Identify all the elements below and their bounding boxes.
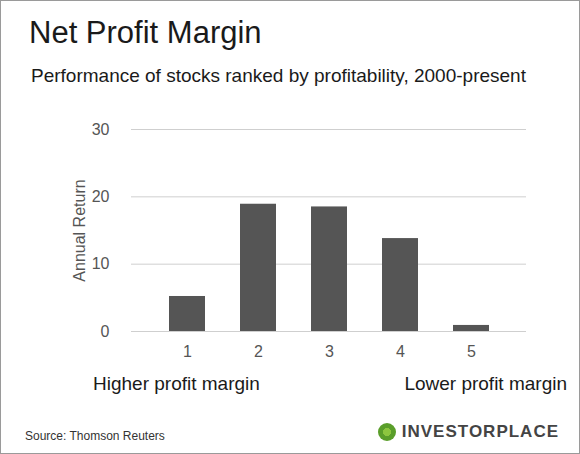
svg-text:10: 10 (92, 255, 110, 272)
svg-text:0: 0 (101, 323, 110, 340)
svg-text:30: 30 (92, 121, 110, 138)
svg-text:20: 20 (92, 188, 110, 205)
svg-text:5: 5 (467, 343, 476, 360)
svg-text:Annual Return: Annual Return (71, 179, 88, 281)
html-text:Performance of stocks ranked b: Performance of stocks ranked by profitab… (31, 65, 526, 86)
svg-text:3: 3 (325, 343, 334, 360)
svg-text:2: 2 (254, 343, 263, 360)
html-text:Net Profit Margin: Net Profit Margin (29, 15, 262, 50)
html-text:INVESTORPLACE: INVESTORPLACE (401, 422, 559, 441)
svg-text:1: 1 (183, 343, 192, 360)
html-text:Source: Thomson Reuters: Source: Thomson Reuters (25, 429, 165, 443)
html-text:Lower profit margin: Lower profit margin (404, 373, 567, 394)
svg-text:4: 4 (396, 343, 405, 360)
html-text:Higher profit margin: Higher profit margin (93, 373, 260, 394)
